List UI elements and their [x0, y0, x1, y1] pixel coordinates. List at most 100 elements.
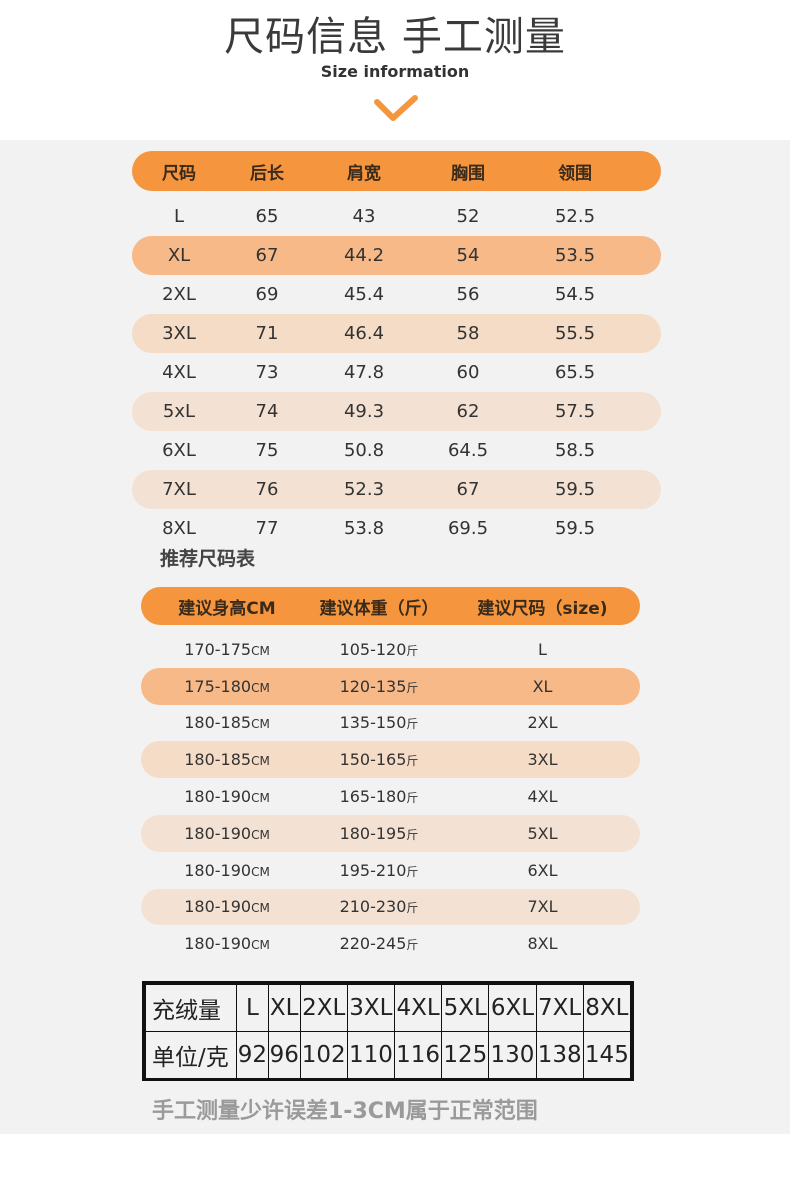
reco-cell-unit: 斤 [406, 864, 419, 879]
chevron-down-icon [374, 95, 418, 121]
reco-cell-unit: 斤 [406, 901, 419, 916]
reco-cell-value: 165-180 [339, 787, 407, 807]
reco-table-cell: 220-245斤 [313, 934, 445, 953]
size-table-cell: 75 [255, 440, 279, 461]
size-table-cell: 43 [352, 206, 376, 227]
reco-cell-value: 180-190 [184, 787, 252, 807]
size-table-cell: 60 [456, 362, 480, 383]
page-subtitle: Size information [320, 62, 470, 81]
size-table-cell: 58.5 [554, 440, 596, 461]
fill-table-label: 单位/克 [145, 1031, 237, 1079]
reco-cell-value: 220-245 [339, 934, 407, 954]
reco-table-cell: 150-165斤 [313, 750, 445, 769]
size-table-cell: 53.8 [343, 518, 385, 539]
reco-cell-unit: 斤 [406, 717, 419, 732]
reco-table-cell: 180-190CM [141, 824, 313, 843]
reco-table-label: 推荐尺码表 [160, 548, 256, 570]
size-table: 尺码 后长 肩宽 胸围 领围 L 65 43 52 52.5 XL 67 44.2 54 53.5… [132, 151, 661, 548]
reco-cell-value: 210-230 [339, 897, 407, 917]
fill-table-size: 8XL [582, 984, 632, 1032]
reco-cell-value: 195-210 [339, 860, 407, 880]
reco-cell-value: 180-190 [184, 934, 252, 954]
fill-table-grams: 92 [236, 1031, 269, 1079]
header: 尺码信息 手工测量 Size information [0, 0, 790, 140]
reco-table-cell: 180-185CM [141, 713, 313, 732]
size-table-cell: 3XL [162, 323, 196, 344]
fill-table: 充绒量 L XL 2XL 3XL 4XL 5XL 6XL 7XL 8XL 单位/克 92 96 102 1… [142, 981, 634, 1081]
size-table-cell: 74 [255, 401, 279, 422]
size-table-col: 胸围 [451, 163, 485, 184]
reco-table-cell: 120-135斤 [313, 677, 445, 696]
reco-cell-unit: 斤 [406, 643, 419, 658]
reco-cell-unit: CM [251, 717, 270, 732]
reco-table: 建议身高CM 建议体重（斤） 建议尺码（size) 170-175CM 105-1… [141, 587, 640, 962]
reco-table-header: 建议身高CM 建议体重（斤） 建议尺码（size) [141, 587, 640, 625]
page-title: 尺码信息 手工测量 [224, 14, 566, 60]
reco-cell-value: 170-175 [184, 639, 252, 659]
size-table-row: 5xL 74 49.3 62 57.5 [132, 392, 661, 431]
size-table-cell: 5xL [162, 401, 196, 422]
size-table-cell: 59.5 [554, 518, 596, 539]
size-table-cell: 59.5 [554, 479, 596, 500]
size-table-cell: 69.5 [447, 518, 489, 539]
size-table-col: 尺码 [162, 163, 196, 184]
size-table-cell: 77 [255, 518, 279, 539]
fill-table-grams: 145 [582, 1031, 632, 1079]
size-table-cell: 4XL [162, 362, 196, 383]
reco-table-cell: 5XL [445, 824, 640, 843]
size-table-cell: 56 [456, 284, 480, 305]
reco-cell-value: 150-165 [339, 750, 407, 770]
size-table-cell: 65 [255, 206, 279, 227]
fill-table-grams: 130 [488, 1031, 537, 1079]
size-table-cell: 62 [456, 401, 480, 422]
size-table-cell: 76 [255, 479, 279, 500]
fill-table-grams: 96 [267, 1031, 301, 1079]
size-table-cell: 50.8 [343, 440, 385, 461]
fill-table-size: L [236, 984, 269, 1032]
reco-cell-value: 4XL [527, 787, 558, 807]
reco-cell-value: 180-195 [339, 823, 407, 843]
reco-cell-value: 180-190 [184, 860, 252, 880]
reco-cell-value: 6XL [527, 860, 558, 880]
reco-cell-value: 180-185 [184, 713, 252, 733]
size-table-cell: 69 [255, 284, 279, 305]
fill-table-grams: 110 [346, 1031, 396, 1079]
size-table-cell: 44.2 [343, 245, 385, 266]
reco-cell-value: 180-190 [184, 897, 252, 917]
reco-cell-unit: CM [251, 901, 270, 916]
fill-table-size: 5XL [441, 984, 490, 1032]
reco-cell-value: 105-120 [339, 639, 407, 659]
reco-table-cell: 8XL [445, 934, 640, 953]
reco-table-cell: 180-190CM [141, 934, 313, 953]
fill-table-size: 3XL [346, 984, 396, 1032]
reco-cell-value: 180-185 [184, 750, 252, 770]
reco-table-cell: 195-210斤 [313, 861, 445, 880]
size-table-cell: 73 [255, 362, 279, 383]
size-table-row: 3XL 71 46.4 58 55.5 [132, 314, 661, 353]
reco-cell-value: 180-190 [184, 823, 252, 843]
reco-cell-unit: 斤 [406, 680, 419, 695]
fill-table-grams: 116 [393, 1031, 443, 1079]
reco-table-row: 180-190CM 180-195斤 5XL [141, 814, 640, 852]
size-table-cell: 49.3 [343, 401, 385, 422]
size-table-cell: 8XL [162, 518, 196, 539]
reco-table-cell: 170-175CM [141, 640, 313, 659]
reco-cell-unit: 斤 [406, 754, 419, 769]
reco-table-cell: 210-230斤 [313, 897, 445, 916]
reco-cell-value: 5XL [527, 823, 558, 843]
size-table-cell: 7XL [162, 479, 196, 500]
reco-cell-value: XL [532, 676, 553, 696]
measurement-note: 手工测量少许误差1-3CM属于正常范围 [152, 1099, 538, 1124]
size-table-cell: 64.5 [447, 440, 489, 461]
reco-cell-value: 3XL [527, 750, 558, 770]
reco-cell-value: 2XL [527, 713, 558, 733]
size-table-row: 8XL 77 53.8 69.5 59.5 [132, 509, 661, 548]
reco-table-row: 180-185CM 135-150斤 2XL [141, 705, 640, 742]
size-table-row: XL 67 44.2 54 53.5 [132, 236, 661, 275]
reco-table-cell: 3XL [445, 750, 640, 769]
size-table-header: 尺码 后长 肩宽 胸围 领围 [132, 151, 661, 191]
reco-table-cell: 180-190CM [141, 897, 313, 916]
size-table-cell: 52.3 [343, 479, 385, 500]
size-table-cell: 52.5 [554, 206, 596, 227]
reco-cell-unit: 斤 [406, 827, 419, 842]
